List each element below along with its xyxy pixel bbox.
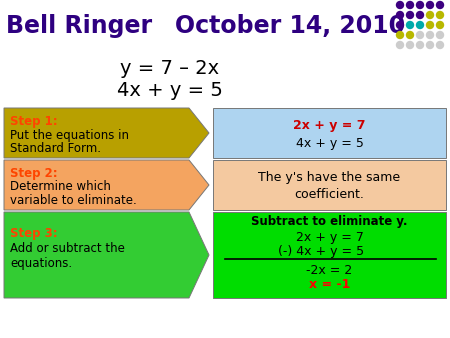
Text: (-) 4x + y = 5: (-) 4x + y = 5 — [279, 245, 365, 259]
Circle shape — [427, 11, 433, 19]
Circle shape — [417, 11, 423, 19]
Text: x = -1: x = -1 — [309, 279, 350, 291]
Circle shape — [417, 31, 423, 39]
Circle shape — [406, 42, 414, 48]
Text: Step 1:: Step 1: — [10, 115, 58, 127]
Polygon shape — [4, 108, 209, 158]
Circle shape — [436, 42, 444, 48]
FancyBboxPatch shape — [213, 160, 446, 210]
Text: The y's have the same: The y's have the same — [258, 171, 400, 185]
Circle shape — [406, 31, 414, 39]
Text: 4x + y = 5: 4x + y = 5 — [296, 137, 364, 149]
Circle shape — [436, 1, 444, 8]
Polygon shape — [4, 212, 209, 298]
Text: 2x + y = 7: 2x + y = 7 — [293, 119, 366, 131]
FancyBboxPatch shape — [213, 212, 446, 298]
Circle shape — [427, 1, 433, 8]
Text: y = 7 – 2x: y = 7 – 2x — [121, 58, 220, 77]
Text: Step 2:: Step 2: — [10, 167, 58, 179]
Circle shape — [427, 42, 433, 48]
Text: Put the equations in: Put the equations in — [10, 129, 129, 143]
Circle shape — [406, 22, 414, 28]
Circle shape — [396, 42, 404, 48]
Text: Determine which: Determine which — [10, 180, 111, 193]
Circle shape — [417, 22, 423, 28]
Polygon shape — [4, 160, 209, 210]
Circle shape — [396, 22, 404, 28]
Text: Bell Ringer: Bell Ringer — [6, 14, 152, 38]
Text: October 14, 2010: October 14, 2010 — [175, 14, 405, 38]
Circle shape — [406, 1, 414, 8]
Circle shape — [396, 11, 404, 19]
Text: equations.: equations. — [10, 257, 72, 269]
Text: -2x = 2: -2x = 2 — [306, 264, 353, 276]
Circle shape — [417, 1, 423, 8]
Text: 4x + y = 5: 4x + y = 5 — [117, 80, 223, 99]
Text: Add or subtract the: Add or subtract the — [10, 242, 125, 256]
Circle shape — [406, 11, 414, 19]
Text: coefficient.: coefficient. — [295, 188, 364, 200]
Circle shape — [417, 42, 423, 48]
Text: Subtract to eliminate y.: Subtract to eliminate y. — [251, 216, 408, 228]
Circle shape — [436, 31, 444, 39]
FancyBboxPatch shape — [213, 108, 446, 158]
Circle shape — [436, 11, 444, 19]
Text: 2x + y = 7: 2x + y = 7 — [296, 231, 364, 243]
Circle shape — [396, 31, 404, 39]
Text: Step 3:: Step 3: — [10, 227, 58, 241]
Circle shape — [427, 22, 433, 28]
Circle shape — [436, 22, 444, 28]
Text: Standard Form.: Standard Form. — [10, 143, 101, 155]
Circle shape — [396, 1, 404, 8]
Circle shape — [427, 31, 433, 39]
Text: variable to eliminate.: variable to eliminate. — [10, 193, 137, 207]
